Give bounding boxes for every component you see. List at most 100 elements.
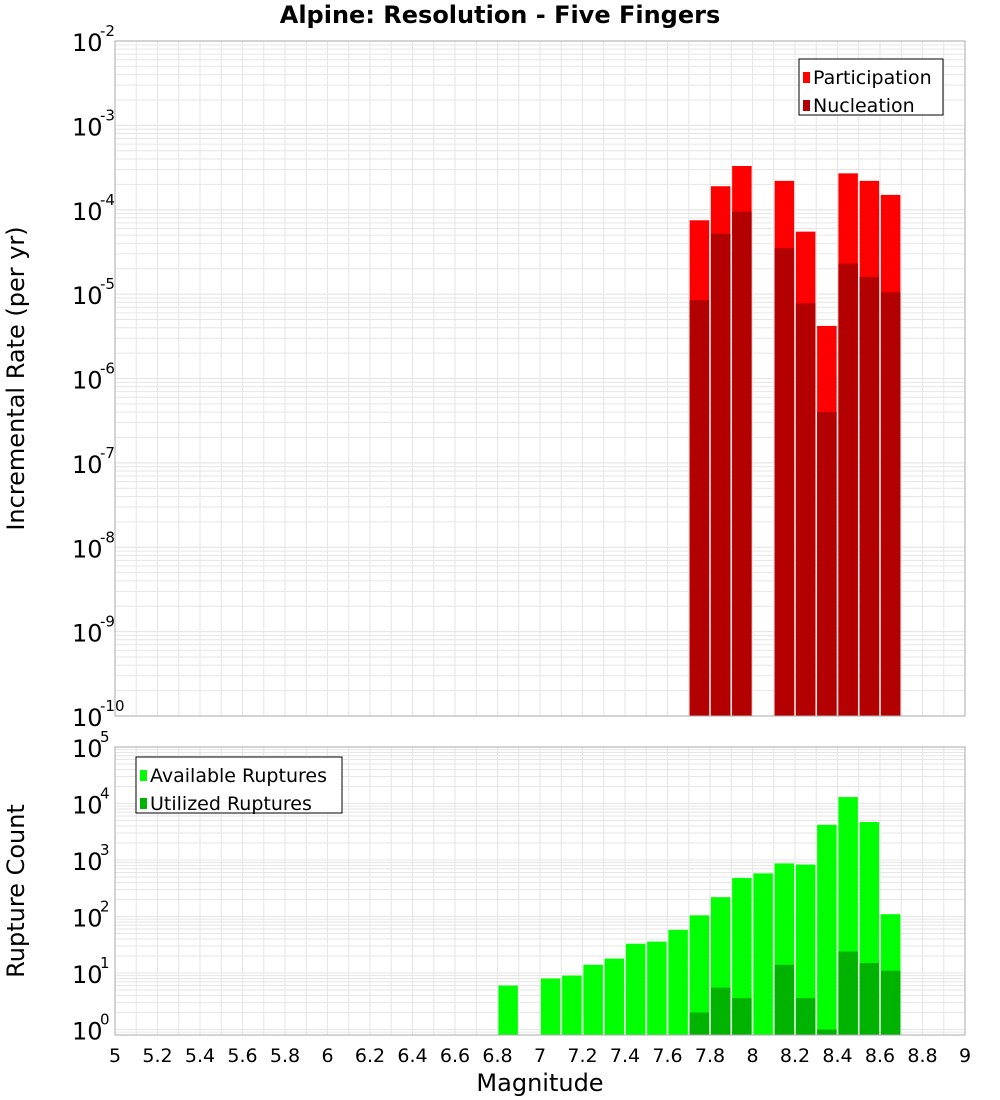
y-axis-label: Rupture Count — [2, 804, 30, 978]
bar-utilized-ruptures — [880, 970, 901, 1035]
legend-swatch — [140, 798, 147, 809]
y-tick-label: 10 — [72, 451, 103, 479]
y-tick-exponent: -6 — [100, 360, 115, 378]
legend-label: Participation — [813, 67, 932, 89]
legend-box — [135, 756, 343, 814]
bar-nucleation — [838, 263, 858, 716]
chart-title: Alpine: Resolution - Five Fingers — [280, 1, 721, 29]
bar-available-ruptures — [540, 978, 561, 1035]
x-tick-label: 5.2 — [142, 1045, 172, 1067]
legend-box — [798, 58, 944, 116]
y-tick-exponent: 5 — [100, 728, 110, 746]
x-tick-label: 5.4 — [185, 1045, 215, 1067]
y-tick-exponent: -9 — [100, 613, 115, 631]
x-tick-label: 7.2 — [567, 1045, 597, 1067]
y-tick-exponent: 4 — [100, 785, 110, 803]
x-tick-label: 6.6 — [440, 1045, 470, 1067]
bar-nucleation — [732, 211, 752, 716]
bar-utilized-ruptures — [838, 951, 858, 1035]
x-tick-label: 7.8 — [695, 1045, 725, 1067]
bar-nucleation — [795, 303, 816, 716]
y-tick-label: 10 — [72, 198, 103, 226]
x-tick-labels: 5 5.2 5.4 5.6 5.8 6 6.2 6.4 6.6 6.8 7 7.2 7.4 7.6 7.8 8… — [109, 1045, 971, 1067]
bar-available-ruptures — [647, 941, 667, 1035]
bar-available-ruptures — [625, 943, 646, 1035]
legend-label: Nucleation — [813, 95, 915, 117]
bar-utilized-ruptures — [817, 1029, 837, 1035]
y-tick-exponent: -3 — [100, 106, 115, 124]
y-tick-exponent: -7 — [100, 444, 115, 462]
y-tick-exponent: -2 — [100, 22, 115, 40]
y-tick-label: 10 — [72, 535, 103, 563]
bar-available-ruptures — [668, 929, 688, 1035]
bar-available-ruptures — [817, 824, 837, 1035]
y-tick-exponent: -4 — [100, 191, 115, 209]
bar-nucleation — [817, 412, 837, 716]
x-tick-label: 5.8 — [270, 1045, 300, 1067]
bar-available-ruptures — [795, 864, 816, 1035]
y-tick-label: 10 — [72, 905, 103, 933]
bar-nucleation — [774, 248, 795, 717]
bar-utilized-ruptures — [774, 964, 795, 1035]
legend-label: Utilized Ruptures — [150, 793, 312, 815]
legend-swatch — [803, 100, 810, 111]
x-tick-label: 6.8 — [482, 1045, 512, 1067]
x-tick-label: 8.6 — [865, 1045, 895, 1067]
bar-utilized-ruptures — [732, 998, 752, 1035]
y-tick-label: 10 — [72, 367, 103, 395]
x-tick-label: 8.2 — [780, 1045, 810, 1067]
y-tick-label: 10 — [72, 735, 103, 763]
x-tick-label: 5 — [109, 1045, 121, 1067]
bar-utilized-ruptures — [795, 998, 816, 1035]
bar-available-ruptures — [753, 873, 773, 1035]
y-tick-label: 10 — [72, 961, 103, 989]
y-tick-label: 10 — [72, 848, 103, 876]
bar-available-ruptures — [732, 878, 752, 1035]
y-tick-exponent: 3 — [100, 841, 110, 859]
y-tick-label: 10 — [72, 29, 103, 57]
y-tick-exponent: 0 — [100, 1011, 110, 1029]
bar-available-ruptures — [583, 964, 603, 1035]
y-axis-label: Incremental Rate (per yr) — [2, 226, 30, 530]
top-panel: 10-1010-910-810-710-610-510-410-310-2Inc… — [2, 22, 966, 732]
x-tick-label: 7.6 — [652, 1045, 682, 1067]
x-axis-label: Magnitude — [476, 1069, 603, 1097]
bar-utilized-ruptures — [689, 1012, 710, 1035]
bar-available-ruptures — [604, 958, 625, 1035]
bar-utilized-ruptures — [710, 987, 731, 1035]
legend-swatch — [140, 770, 147, 781]
bar-utilized-ruptures — [859, 963, 880, 1035]
x-tick-label: 8.4 — [822, 1045, 852, 1067]
bar-available-ruptures — [498, 985, 518, 1035]
plot-frame — [114, 746, 966, 1036]
y-tick-exponent: -5 — [100, 275, 115, 293]
x-tick-label: 8 — [746, 1045, 758, 1067]
x-tick-label: 9 — [959, 1045, 971, 1067]
y-tick-label: 10 — [72, 113, 103, 141]
y-tick-exponent: 1 — [100, 954, 110, 972]
x-tick-label: 6.2 — [355, 1045, 385, 1067]
bar-available-ruptures — [689, 915, 710, 1035]
y-tick-exponent: -10 — [100, 697, 125, 715]
y-tick-label: 10 — [72, 704, 103, 732]
legend-label: Available Ruptures — [150, 765, 327, 787]
y-tick-exponent: 2 — [100, 898, 110, 916]
y-tick-label: 10 — [72, 1018, 103, 1046]
x-tick-label: 7 — [534, 1045, 546, 1067]
bar-available-ruptures — [562, 975, 582, 1035]
bar-nucleation — [880, 292, 901, 716]
y-tick-exponent: -8 — [100, 528, 115, 546]
x-tick-label: 6.4 — [397, 1045, 427, 1067]
x-tick-label: 8.8 — [907, 1045, 937, 1067]
y-tick-label: 10 — [72, 620, 103, 648]
bar-nucleation — [689, 300, 710, 716]
x-tick-label: 5.6 — [227, 1045, 257, 1067]
bar-nucleation — [710, 233, 731, 716]
y-tick-label: 10 — [72, 792, 103, 820]
x-tick-label: 6 — [321, 1045, 333, 1067]
plot-frame — [114, 40, 966, 717]
y-tick-label: 10 — [72, 282, 103, 310]
x-tick-label: 7.4 — [610, 1045, 640, 1067]
